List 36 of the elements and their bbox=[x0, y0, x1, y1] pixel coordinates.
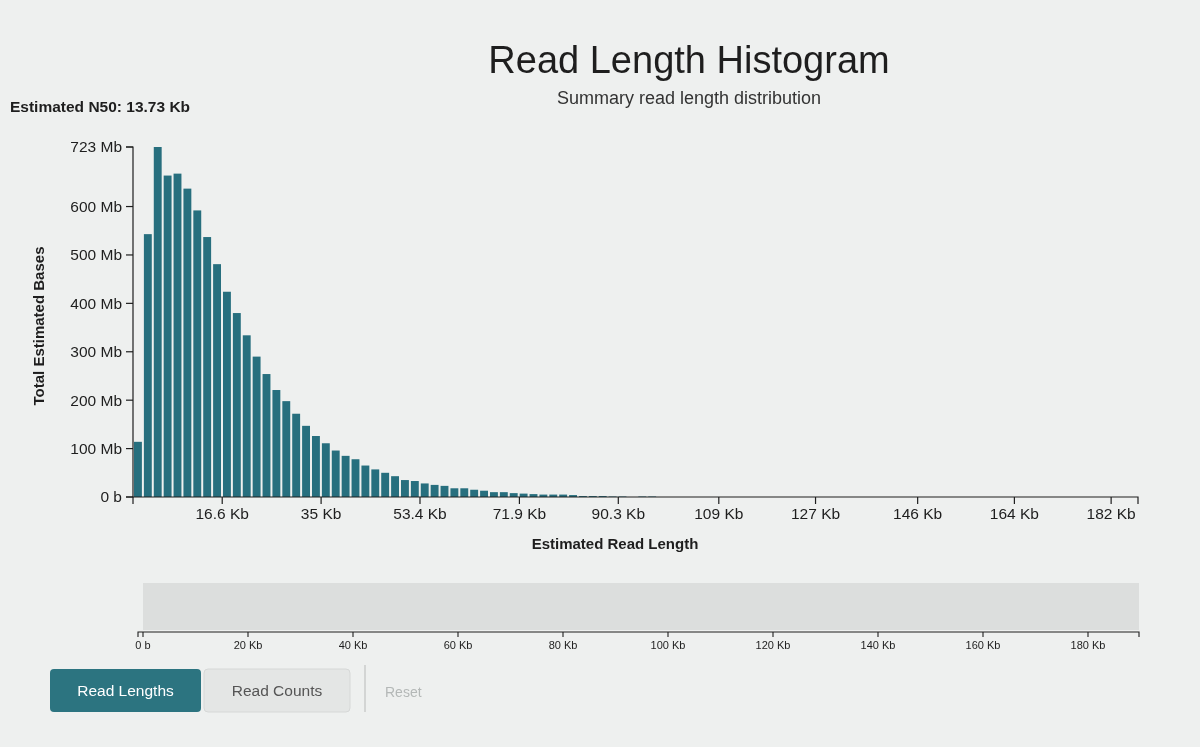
text: 0 b bbox=[135, 638, 151, 651]
text: 160 Kb bbox=[965, 638, 1001, 651]
text: 20 Kb bbox=[233, 638, 263, 651]
button: Read Lengths bbox=[50, 669, 201, 712]
button: Read Counts bbox=[203, 668, 351, 713]
y-tick-label: 500 Mb bbox=[70, 246, 122, 264]
y-tick-label: 723 Mb bbox=[70, 138, 122, 156]
x-tick-label: 127 Kb bbox=[790, 505, 841, 523]
x-axis-title: Estimated Read Length bbox=[531, 535, 699, 552]
y-tick-label: 600 Mb bbox=[70, 197, 122, 215]
chart-subtitle: Summary read length distribution bbox=[556, 88, 822, 108]
chart-title: Read Length Histogram bbox=[488, 39, 890, 81]
y-tick-label: 0 b bbox=[100, 488, 122, 506]
text: Estimated N50: 13.73 Kb bbox=[10, 98, 191, 115]
x-tick-label: 53.4 Kb bbox=[393, 505, 447, 523]
x-tick-label: 71.9 Kb bbox=[492, 505, 547, 523]
x-tick-label: 182 Kb bbox=[1086, 505, 1136, 523]
x-tick-label: 16.6 Kb bbox=[195, 505, 249, 523]
x-tick-label: 109 Kb bbox=[694, 505, 744, 523]
x-tick-label: 164 Kb bbox=[989, 505, 1039, 523]
text: Reset bbox=[385, 684, 422, 700]
x-tick-label: 90.3 Kb bbox=[591, 505, 646, 523]
text: 120 Kb bbox=[755, 638, 791, 651]
y-tick-label: 200 Mb bbox=[70, 391, 122, 409]
x-tick-label: 146 Kb bbox=[893, 505, 943, 523]
text: 60 Kb bbox=[443, 638, 473, 651]
x-tick-label: 35 Kb bbox=[300, 505, 342, 523]
text: 180 Kb bbox=[1070, 638, 1106, 651]
text: 80 Kb bbox=[548, 638, 578, 651]
y-tick-label: 100 Mb bbox=[70, 440, 122, 458]
text: 40 Kb bbox=[338, 638, 368, 651]
text: 100 Kb bbox=[650, 638, 686, 651]
y-tick-label: 400 Mb bbox=[70, 294, 122, 312]
text: 140 Kb bbox=[860, 638, 896, 651]
y-tick-label: 300 Mb bbox=[70, 343, 122, 361]
y-axis-title: Total Estimated Bases bbox=[30, 246, 47, 406]
